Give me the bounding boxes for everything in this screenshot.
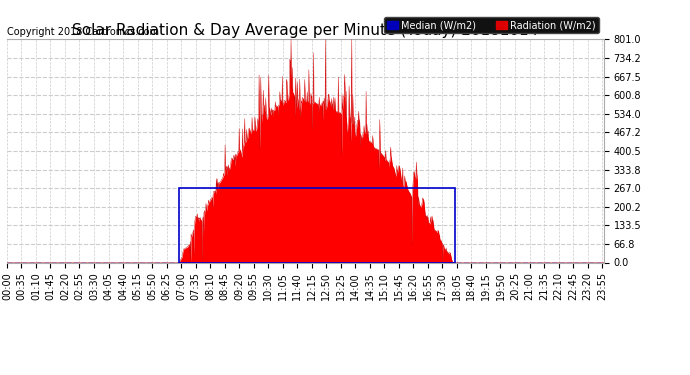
Bar [179,188,455,262]
Text: Copyright 2018 Cartronics.com: Copyright 2018 Cartronics.com [7,27,159,37]
Legend: Median (W/m2), Radiation (W/m2): Median (W/m2), Radiation (W/m2) [384,18,599,33]
Title: Solar Radiation & Day Average per Minute (Today) 20181014: Solar Radiation & Day Average per Minute… [72,23,538,38]
